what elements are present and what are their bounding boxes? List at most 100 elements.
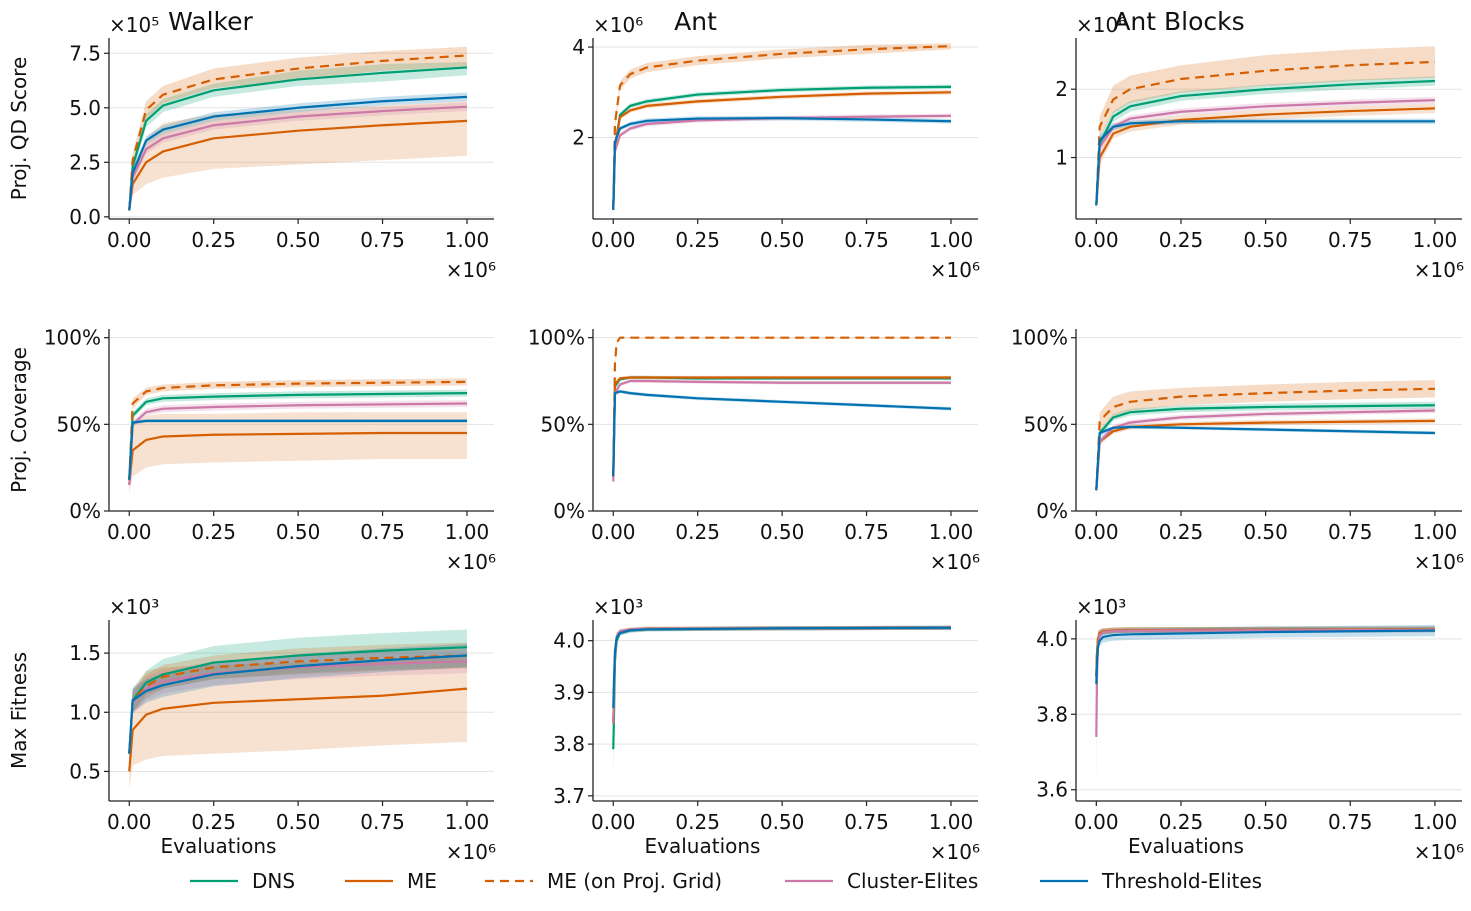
y-tick-label: 4.0 — [553, 629, 585, 653]
x-axis-label: Evaluations — [1128, 834, 1244, 858]
series-line-me-on-proj-grid — [128, 54, 468, 211]
x-tick-label: 0.25 — [675, 228, 720, 252]
legend-label: Cluster-Elites — [847, 869, 978, 893]
y-tick-label: 2 — [1055, 77, 1068, 101]
x-tick-label: 0.75 — [360, 810, 405, 834]
series-line-threshold-elites — [612, 116, 952, 210]
series-line-dns — [1095, 404, 1435, 491]
legend-item-me-on-proj-grid: ME (on Proj. Grid) — [485, 869, 722, 893]
x-tick-label: 0.75 — [360, 228, 405, 252]
series-line-me-on-proj-grid — [128, 380, 467, 480]
confidence-band-threshold-elites — [1096, 118, 1435, 209]
x-tick-label: 0.50 — [760, 228, 805, 252]
x-axis-exponent: ×10⁶ — [1414, 840, 1464, 864]
x-tick-label: 0.00 — [591, 520, 636, 544]
y-tick-label: 1 — [1055, 146, 1068, 170]
x-tick-label: 0.00 — [591, 228, 636, 252]
series-line-me — [612, 376, 951, 477]
legend-label: ME (on Proj. Grid) — [547, 869, 722, 893]
plot-area — [612, 336, 952, 485]
series-line-threshold-elites — [128, 95, 468, 211]
chart-panel-ant-fit: 3.7 3.8 3.9 4.0 0.00 0.25 0.50 0.75 1.00 ×10⁶ ×10³… — [553, 595, 980, 864]
x-axis-exponent: ×10⁶ — [930, 550, 980, 574]
x-tick-label: 0.25 — [675, 810, 720, 834]
x-axis-exponent: ×10⁶ — [446, 258, 496, 282]
x-tick-label: 1.00 — [1413, 228, 1458, 252]
x-tick-label: 0.50 — [760, 810, 805, 834]
plot-area — [1095, 624, 1435, 798]
confidence-band-me — [613, 625, 951, 745]
x-axis-exponent: ×10⁶ — [1414, 258, 1464, 282]
y-tick-label: 2 — [572, 126, 585, 150]
chart-panel-walker-cov: 0% 50% 100% 0.00 0.25 0.50 0.75 1.00 ×10⁶ Proj. C… — [7, 326, 496, 574]
confidence-band-threshold-elites — [613, 389, 951, 480]
x-tick-label: 0.75 — [1328, 810, 1373, 834]
confidence-band-me — [613, 375, 951, 480]
y-tick-label: 2.5 — [69, 150, 101, 174]
confidence-band-dns — [129, 61, 467, 213]
confidence-band-threshold-elites — [1096, 425, 1435, 494]
y-axis-label: Proj. QD Score — [7, 57, 31, 201]
series-line-cluster-elites — [1095, 409, 1435, 491]
chart-panel-ant-qd: 2 4 0.00 0.25 0.50 0.75 1.00 ×10⁶ ×10⁶ Ant — [572, 7, 980, 282]
chart-panel-ant-cov: 0% 50% 100% 0.00 0.25 0.50 0.75 1.00 ×10⁶ — [528, 326, 980, 574]
y-tick-label: 50% — [541, 412, 585, 436]
x-tick-label: 0.00 — [107, 228, 152, 252]
x-tick-label: 0.75 — [844, 228, 889, 252]
x-tick-label: 0.00 — [591, 810, 636, 834]
y-axis-exponent: ×10³ — [593, 595, 643, 619]
confidence-band-threshold-elites — [1096, 624, 1435, 700]
x-tick-label: 0.25 — [1159, 520, 1204, 544]
y-axis-label: Max Fitness — [7, 652, 31, 769]
confidence-band-dns — [1096, 401, 1435, 494]
series-line-threshold-elites — [1095, 425, 1435, 491]
plot-area — [128, 629, 468, 790]
series-line-threshold-elites — [612, 390, 952, 477]
legend-item-cluster-elites: Cluster-Elites — [785, 869, 978, 893]
plot-area — [1095, 380, 1435, 494]
series-line-me — [612, 91, 952, 210]
series-line-cluster-elites — [612, 379, 951, 482]
series-line-threshold-elites — [128, 419, 467, 480]
y-tick-label: 100% — [44, 326, 101, 350]
y-axis-label: Proj. Coverage — [7, 347, 31, 493]
series-line-threshold-elites — [1095, 629, 1435, 685]
confidence-band-me — [1096, 103, 1435, 209]
x-axis-exponent: ×10⁶ — [446, 550, 496, 574]
x-tick-label: 1.00 — [929, 520, 974, 544]
y-tick-label: 50% — [57, 412, 101, 436]
series-line-cluster-elites — [612, 114, 951, 210]
y-tick-label: 3.8 — [553, 732, 585, 756]
x-tick-label: 0.00 — [1074, 228, 1119, 252]
series-line-threshold-elites — [128, 654, 468, 754]
plot-area — [612, 625, 951, 791]
plot-area — [612, 43, 952, 213]
y-tick-label: 50% — [1024, 412, 1068, 436]
x-tick-label: 1.00 — [445, 810, 490, 834]
series-line-threshold-elites — [612, 626, 951, 708]
chart-panel-walker-fit: 0.5 1.0 1.5 0.00 0.25 0.50 0.75 1.00 ×10⁶ ×10³ Max… — [7, 595, 496, 864]
confidence-band-cluster-elites — [1096, 627, 1435, 798]
x-tick-label: 0.75 — [844, 810, 889, 834]
x-axis-label: Evaluations — [161, 834, 277, 858]
x-tick-label: 0.75 — [360, 520, 405, 544]
x-tick-label: 1.00 — [445, 520, 490, 544]
chart-panels: 0.0 2.5 5.0 7.5 0.00 0.25 0.50 0.75 1.00 ×10⁶ ×10⁵… — [7, 7, 1464, 864]
x-tick-label: 0.00 — [1074, 520, 1119, 544]
x-tick-label: 1.00 — [1413, 810, 1458, 834]
series-line-me — [128, 119, 468, 211]
x-tick-label: 0.25 — [1159, 810, 1204, 834]
legend-label: ME — [407, 869, 437, 893]
y-tick-label: 0.5 — [69, 759, 101, 783]
confidence-band-cluster-elites — [129, 649, 467, 766]
confidence-band-me — [129, 655, 467, 790]
plot-area — [1095, 46, 1435, 209]
legend-item-dns: DNS — [190, 869, 295, 893]
series-line-cluster-elites — [128, 105, 468, 211]
x-tick-label: 0.50 — [276, 228, 321, 252]
y-tick-label: 1.0 — [69, 700, 101, 724]
confidence-band-me — [613, 90, 951, 213]
confidence-band-cluster-elites — [613, 113, 951, 213]
x-tick-label: 1.00 — [929, 228, 974, 252]
